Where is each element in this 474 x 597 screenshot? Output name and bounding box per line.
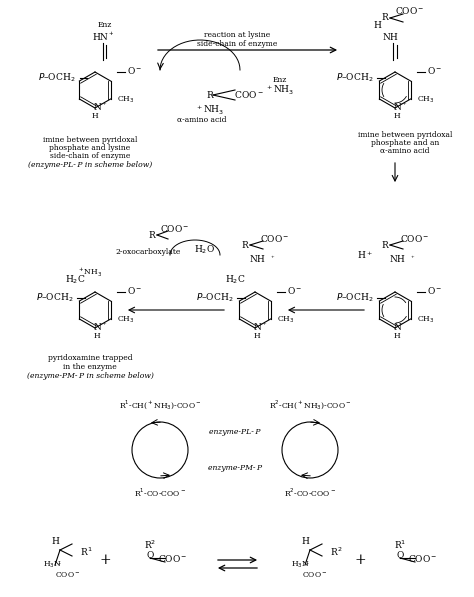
- Text: pyridoxamine trapped: pyridoxamine trapped: [48, 354, 132, 362]
- Text: $P$–OCH$_2$: $P$–OCH$_2$: [336, 292, 374, 304]
- Text: NH: NH: [249, 256, 265, 264]
- Text: $^+$: $^+$: [57, 562, 63, 568]
- Text: R: R: [149, 230, 155, 239]
- Text: CH$_3$: CH$_3$: [117, 315, 135, 325]
- Text: imine between pyridoxal: imine between pyridoxal: [358, 131, 452, 139]
- Text: NH: NH: [382, 33, 398, 42]
- Text: side-chain of enzyme: side-chain of enzyme: [50, 152, 130, 160]
- Text: Enz: Enz: [273, 76, 287, 84]
- Text: α-amino acid: α-amino acid: [177, 116, 227, 124]
- Text: enzyme-PL- P: enzyme-PL- P: [209, 428, 261, 436]
- Text: CH$_3$: CH$_3$: [417, 95, 435, 105]
- Text: H: H: [91, 112, 98, 120]
- Text: O$^-$: O$^-$: [427, 64, 442, 75]
- Text: O$^-$: O$^-$: [427, 285, 442, 296]
- Text: CH$_3$: CH$_3$: [117, 95, 135, 105]
- Text: $P$–OCH$_2$: $P$–OCH$_2$: [36, 292, 74, 304]
- Text: R: R: [207, 91, 213, 100]
- Text: COO$^-$: COO$^-$: [408, 552, 438, 564]
- Text: H: H: [394, 332, 401, 340]
- Text: COO$^-$: COO$^-$: [400, 232, 430, 244]
- Text: R: R: [382, 241, 388, 250]
- Text: $^+$NH$_3$: $^+$NH$_3$: [265, 84, 295, 97]
- Text: $^+$: $^+$: [108, 32, 115, 40]
- Text: $^+$: $^+$: [410, 256, 416, 260]
- Text: $^+$: $^+$: [305, 562, 311, 568]
- Text: CH$_3$: CH$_3$: [277, 315, 294, 325]
- Text: R: R: [242, 241, 248, 250]
- Text: O$^-$: O$^-$: [127, 64, 142, 75]
- Text: in the enzyme: in the enzyme: [63, 363, 117, 371]
- Text: R: R: [382, 14, 388, 23]
- Text: side-chain of enzyme: side-chain of enzyme: [197, 40, 277, 48]
- Text: COO$^-$: COO$^-$: [160, 223, 190, 233]
- Text: N: N: [393, 103, 401, 112]
- Text: H$_2$C: H$_2$C: [225, 274, 245, 286]
- Text: HN: HN: [92, 33, 108, 42]
- Text: $^+$: $^+$: [102, 322, 108, 328]
- Text: $P$–OCH$_2$: $P$–OCH$_2$: [336, 72, 374, 84]
- Text: $P$–OCH$_2$: $P$–OCH$_2$: [38, 72, 76, 84]
- Text: N: N: [253, 322, 261, 331]
- Text: $^+$: $^+$: [102, 103, 108, 107]
- Text: H: H: [254, 332, 260, 340]
- Text: O: O: [146, 550, 154, 559]
- Text: R$^1$: R$^1$: [55, 546, 93, 558]
- Text: N: N: [93, 322, 101, 331]
- Text: R$^2$: R$^2$: [144, 539, 156, 551]
- Text: N: N: [93, 103, 101, 112]
- Text: COO$^-$: COO$^-$: [217, 90, 264, 100]
- Text: H$_3$N: H$_3$N: [291, 560, 310, 570]
- Text: COO$^-$: COO$^-$: [55, 570, 81, 580]
- Text: H$_2$C: H$_2$C: [65, 274, 85, 286]
- Text: COO$^-$: COO$^-$: [260, 232, 290, 244]
- Text: +: +: [99, 553, 111, 567]
- Text: H$^+$: H$^+$: [357, 249, 373, 261]
- Text: CH$_3$: CH$_3$: [417, 315, 435, 325]
- Text: O$^-$: O$^-$: [127, 285, 142, 296]
- Text: O$^-$: O$^-$: [287, 285, 302, 296]
- Text: 2-oxocarboxylate: 2-oxocarboxylate: [115, 248, 181, 256]
- Text: COO$^-$: COO$^-$: [395, 5, 425, 16]
- Text: H: H: [301, 537, 309, 546]
- Text: $^+$: $^+$: [402, 103, 408, 107]
- Text: COO$^-$: COO$^-$: [302, 570, 328, 580]
- Text: $^+$: $^+$: [262, 322, 268, 328]
- Text: R$^1$-CH($^+$NH$_3$)-COO$^-$: R$^1$-CH($^+$NH$_3$)-COO$^-$: [119, 398, 201, 412]
- Text: H: H: [394, 112, 401, 120]
- Text: COO$^-$: COO$^-$: [158, 552, 188, 564]
- Text: N: N: [393, 322, 401, 331]
- Text: NH: NH: [389, 256, 405, 264]
- Text: (enzyme-PM- P in scheme below): (enzyme-PM- P in scheme below): [27, 372, 154, 380]
- Text: $^+$NH$_3$: $^+$NH$_3$: [195, 103, 225, 116]
- Text: H: H: [51, 537, 59, 546]
- Text: α-amino acid: α-amino acid: [380, 147, 430, 155]
- Text: enzyme-PM- P: enzyme-PM- P: [208, 464, 262, 472]
- Text: phosphate and lysine: phosphate and lysine: [49, 144, 131, 152]
- Text: imine between pyridoxal: imine between pyridoxal: [43, 136, 137, 144]
- Text: +: +: [354, 553, 366, 567]
- Text: reaction at lysine: reaction at lysine: [204, 31, 270, 39]
- Text: H: H: [94, 332, 100, 340]
- Text: R$^1$-CO-COO$^-$: R$^1$-CO-COO$^-$: [134, 487, 186, 499]
- Text: Enz: Enz: [98, 21, 112, 29]
- Text: $P$–OCH$_2$: $P$–OCH$_2$: [196, 292, 234, 304]
- Text: (enzyme-PL- P in scheme below): (enzyme-PL- P in scheme below): [28, 161, 152, 169]
- Text: $^+$NH$_3$: $^+$NH$_3$: [77, 266, 103, 279]
- Text: H$_2$O: H$_2$O: [194, 244, 216, 256]
- Text: R$^2$: R$^2$: [305, 546, 343, 558]
- Text: R$^1$: R$^1$: [394, 539, 406, 551]
- Text: O: O: [396, 550, 404, 559]
- Text: phosphate and an: phosphate and an: [371, 139, 439, 147]
- Text: H$_3$N: H$_3$N: [43, 560, 61, 570]
- Text: H: H: [373, 20, 381, 29]
- Text: $^+$: $^+$: [270, 256, 276, 260]
- Text: R$^2$-CO-COO$^-$: R$^2$-CO-COO$^-$: [284, 487, 336, 499]
- Text: R$^2$-CH($^+$NH$_3$)-COO$^-$: R$^2$-CH($^+$NH$_3$)-COO$^-$: [269, 398, 351, 412]
